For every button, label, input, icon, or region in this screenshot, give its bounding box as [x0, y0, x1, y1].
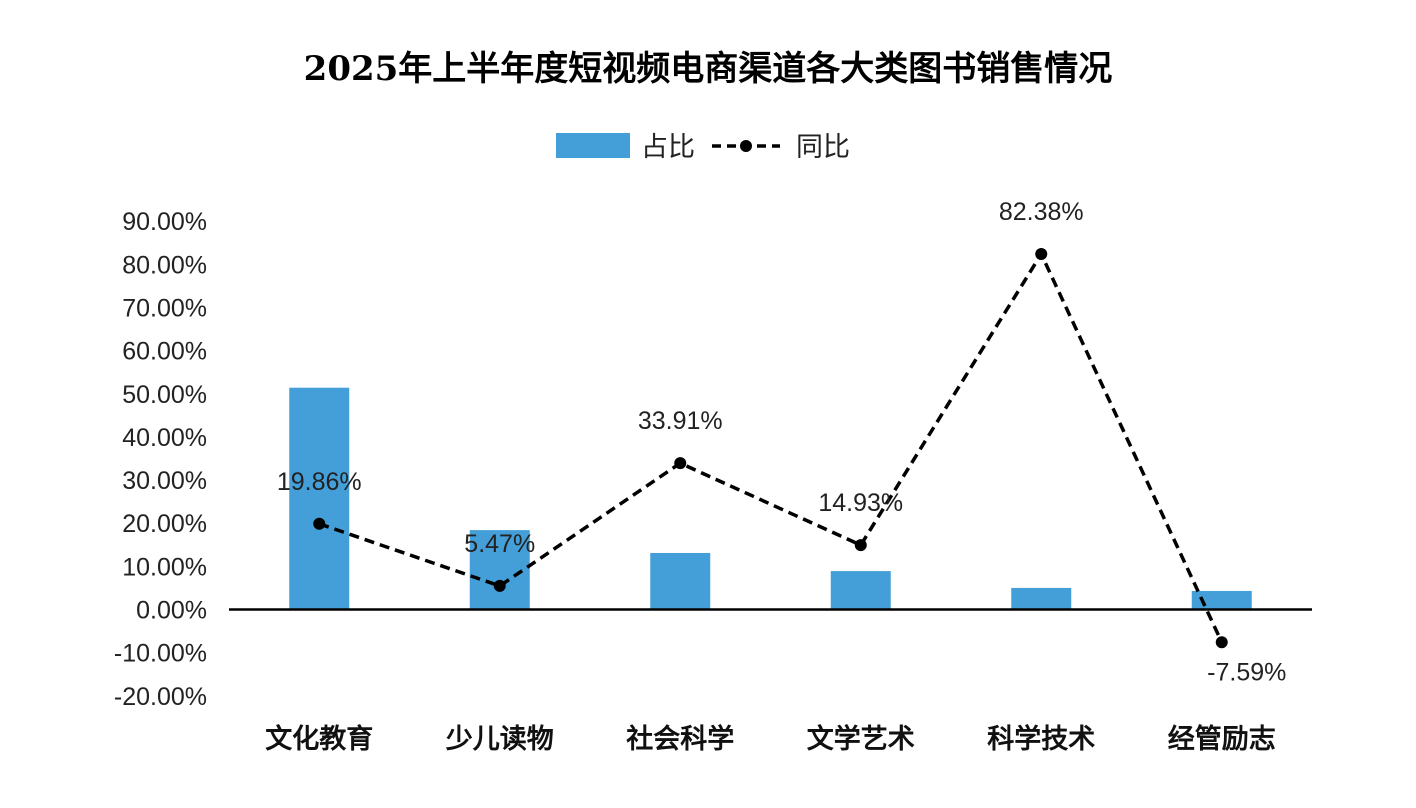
- data-label: 33.91%: [638, 407, 723, 435]
- yoy-point: [1215, 636, 1228, 649]
- bar: [1191, 590, 1252, 610]
- bar: [650, 552, 711, 610]
- x-tick-label: 经管励志: [1168, 723, 1276, 755]
- data-label: 5.47%: [464, 530, 535, 558]
- chart-title: 2025年上半年度短视频电商渠道各大类图书销售情况: [304, 49, 1113, 89]
- legend-swatch-bar: [556, 133, 630, 158]
- y-tick-label: 70.00%: [122, 294, 207, 322]
- yoy-point: [493, 579, 506, 592]
- x-tick-label: 文学艺术: [807, 723, 915, 755]
- y-tick-label: 90.00%: [122, 208, 207, 236]
- x-tick-label: 社会科学: [626, 723, 734, 755]
- y-tick-label: 50.00%: [122, 381, 207, 409]
- yoy-line: [318, 250, 1224, 643]
- x-tick-label: 少儿读物: [446, 724, 554, 755]
- y-tick-label: 60.00%: [122, 338, 207, 366]
- legend: 占比 同比: [556, 132, 850, 163]
- yoy-point: [854, 539, 867, 552]
- y-tick-label: -10.00%: [114, 640, 207, 668]
- y-tick-label: -20.00%: [114, 683, 207, 711]
- y-tick-label: 10.00%: [122, 553, 207, 581]
- bar: [289, 387, 350, 610]
- x-tick-label: 文化教育: [265, 723, 373, 755]
- y-tick-label: 40.00%: [122, 424, 207, 452]
- bar: [830, 571, 891, 610]
- y-tick-label: 30.00%: [122, 467, 207, 495]
- bar: [469, 530, 530, 610]
- y-tick-label: 80.00%: [122, 251, 207, 279]
- data-label: 82.38%: [999, 198, 1084, 226]
- legend-marker: [740, 140, 752, 152]
- x-tick-label: 科学技术: [987, 723, 1095, 755]
- legend-label-bar: 占比: [641, 132, 695, 163]
- data-label: 14.93%: [818, 489, 903, 517]
- data-label: -7.59%: [1207, 658, 1286, 686]
- yoy-point: [1035, 248, 1048, 261]
- bar: [1011, 587, 1072, 610]
- yoy-point: [674, 457, 687, 470]
- y-tick-label: 20.00%: [122, 510, 207, 538]
- y-tick-label: 0.00%: [136, 597, 207, 625]
- legend-label-line: 同比: [796, 132, 850, 163]
- data-label: 19.86%: [277, 468, 362, 496]
- yoy-point: [313, 517, 326, 530]
